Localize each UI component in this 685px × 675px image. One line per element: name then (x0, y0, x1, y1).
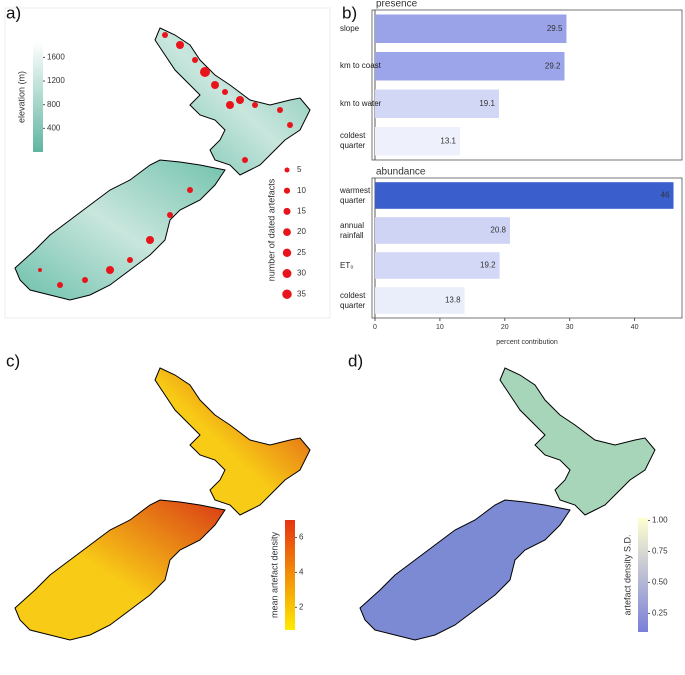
panel-label: a) (6, 3, 21, 22)
panel-label: d) (348, 351, 363, 370)
x-tick-label: 40 (631, 324, 639, 331)
value-label: 29.5 (547, 24, 563, 33)
size-legend-label: 20 (297, 227, 306, 236)
panel-label: c) (6, 351, 20, 370)
bar (375, 287, 465, 314)
bar (375, 252, 500, 279)
size-legend-label: 35 (297, 289, 306, 298)
colorbar-tick-label: 6 (299, 533, 304, 542)
colorbar-tick-label: 4 (299, 567, 304, 576)
x-tick-label: 20 (501, 324, 509, 331)
colorbar-tick-label: 2 (299, 602, 304, 611)
size-legend-label: 15 (297, 207, 306, 216)
bar (375, 182, 674, 209)
colorbar-tick-label: 0.25 (652, 609, 668, 618)
south-island (14, 499, 226, 641)
category-label: km to water (340, 98, 382, 108)
map-a (4, 7, 331, 319)
map-frame (4, 7, 331, 319)
x-axis-label: percent contribution (496, 339, 558, 346)
colorbar-tick-label: 1.00 (652, 516, 668, 525)
size-legend-label: 5 (297, 165, 302, 174)
colorbar-label: mean artefact density (269, 531, 279, 618)
category-label: slope (340, 23, 360, 33)
plot-frame (371, 9, 683, 161)
colorbar-tick-label: 1600 (47, 52, 65, 61)
map-c (14, 367, 311, 641)
colorbar-tick-label: 0.50 (652, 578, 668, 587)
value-label: 46 (661, 191, 670, 200)
north-island (499, 367, 656, 516)
colorbar-tick-label: 0.75 (652, 547, 668, 556)
panel-label: b) (342, 3, 357, 22)
size-legend-dot (282, 248, 292, 257)
size-legend-label: 30 (297, 269, 306, 278)
size-legend-label: 10 (297, 186, 306, 195)
bar (375, 89, 499, 118)
size-legend-dot (282, 289, 292, 299)
category-label: annual rainfall (340, 220, 365, 240)
colorbar-tick-label: 800 (47, 100, 61, 109)
x-tick-label: 10 (436, 324, 444, 331)
colorbar-label: artefact density S.D. (622, 534, 632, 615)
category-label: coldest quarter (340, 290, 366, 310)
bar (375, 217, 510, 244)
colorbar-tick-label: 1200 (47, 76, 65, 85)
size-legend-dot (282, 269, 292, 278)
x-tick-label: 30 (566, 324, 574, 331)
size-legend-dot (283, 207, 291, 215)
value-label: 20.8 (490, 226, 506, 235)
value-label: 19.1 (479, 99, 495, 108)
chart-title: abundance (376, 167, 426, 178)
size-legend-title: number of dated artefacts (266, 178, 276, 281)
colorbar-tick-label: 400 (47, 123, 61, 132)
value-label: 29.2 (545, 61, 561, 70)
size-legend-dot (284, 167, 290, 173)
colorbar (285, 520, 295, 630)
north-island (154, 27, 311, 176)
colorbar (638, 518, 648, 632)
category-label: km to coast (340, 61, 381, 71)
category-label: warmest quarter (340, 185, 371, 205)
category-label: coldest quarter (340, 131, 366, 151)
category-label: ET₀ (340, 260, 354, 270)
colorbar (33, 42, 43, 152)
size-legend-dot (283, 187, 291, 194)
bar (375, 127, 461, 156)
size-legend-label: 25 (297, 248, 306, 257)
bar (375, 52, 565, 81)
value-label: 13.8 (445, 296, 461, 305)
map-d (359, 367, 656, 641)
x-tick-label: 0 (373, 324, 377, 331)
artefact-sites (38, 32, 293, 288)
colorbar-label: elevation (m) (16, 71, 26, 123)
size-legend-dot (283, 228, 291, 236)
south-island (14, 159, 226, 301)
plot-frame (371, 177, 683, 319)
value-label: 19.2 (480, 261, 496, 270)
north-island (154, 367, 311, 516)
value-label: 13.1 (440, 136, 456, 145)
south-island (359, 499, 571, 641)
bar (375, 14, 567, 43)
chart-title: presence (376, 0, 418, 10)
